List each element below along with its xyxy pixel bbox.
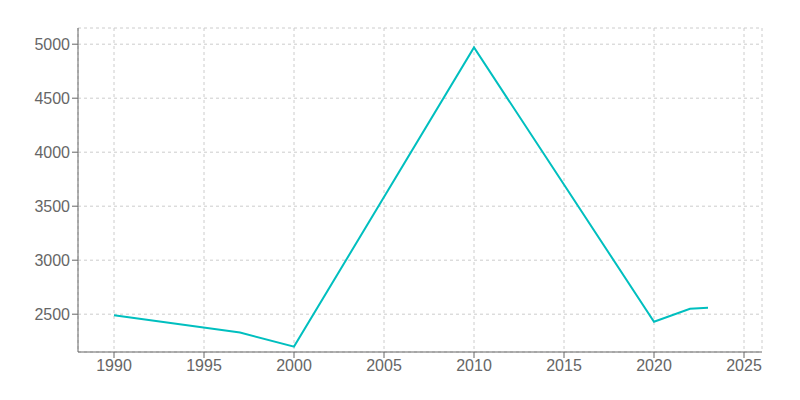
- svg-text:2010: 2010: [456, 357, 492, 374]
- svg-text:4500: 4500: [34, 90, 70, 107]
- svg-text:3500: 3500: [34, 198, 70, 215]
- svg-text:4000: 4000: [34, 144, 70, 161]
- svg-text:2000: 2000: [276, 357, 312, 374]
- svg-text:2025: 2025: [726, 357, 762, 374]
- svg-text:1990: 1990: [96, 357, 132, 374]
- svg-text:1995: 1995: [186, 357, 222, 374]
- svg-text:2020: 2020: [636, 357, 672, 374]
- svg-text:2005: 2005: [366, 357, 402, 374]
- svg-text:3000: 3000: [34, 252, 70, 269]
- svg-text:2015: 2015: [546, 357, 582, 374]
- svg-text:5000: 5000: [34, 36, 70, 53]
- svg-text:2500: 2500: [34, 306, 70, 323]
